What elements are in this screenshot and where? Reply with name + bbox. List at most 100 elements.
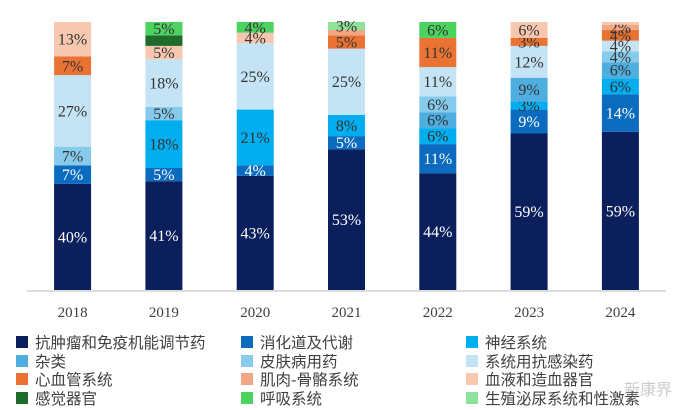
x-tick-label: 2018 [58, 305, 88, 321]
data-label: 4% [610, 39, 631, 56]
bar-segment [419, 96, 457, 113]
data-label: 6% [610, 79, 631, 96]
data-label: 5% [153, 45, 174, 62]
data-label: 11% [423, 74, 452, 91]
legend-label: 消化道及代谢 [260, 334, 354, 353]
watermark: 新康界 [623, 380, 672, 399]
bar-segment [236, 43, 274, 110]
data-label: 11% [423, 45, 452, 62]
data-label: 7% [62, 167, 83, 184]
legend-swatch [16, 354, 28, 367]
bar-segment [145, 181, 183, 290]
data-label: 6% [427, 113, 448, 130]
legend-label: 系统用抗感染药 [485, 352, 594, 371]
legend-item: 呼吸系统 [241, 387, 466, 409]
data-label: 4% [610, 28, 631, 45]
data-label: 6% [427, 97, 448, 114]
data-label: 9% [518, 82, 539, 99]
bar-segment [145, 167, 183, 182]
data-label: 4% [610, 49, 631, 66]
data-label: 9% [518, 114, 539, 131]
legend-item: 肌肉-骨骼系统 [241, 368, 466, 390]
bar-segment [601, 40, 639, 52]
data-label: 6% [610, 63, 631, 80]
legend-label: 生殖泌尿系统和性激素 [485, 389, 641, 408]
data-label: 5% [336, 34, 357, 51]
bar-segment [54, 22, 92, 57]
bar-segment [236, 22, 274, 33]
data-label: 3% [518, 98, 539, 115]
bar-segment [145, 22, 183, 36]
bar-stack-2024: 59%14%6%6%4%4%4%2% [601, 20, 639, 290]
bar-segment [510, 101, 548, 110]
bar-segment [54, 146, 92, 166]
legend-swatch [16, 391, 28, 404]
data-label: 41% [149, 228, 178, 245]
bar-segment [145, 45, 183, 60]
data-label: 27% [58, 103, 87, 120]
bar-segment [419, 128, 457, 144]
legend-label: 呼吸系统 [260, 389, 323, 408]
data-label: 6% [427, 129, 448, 146]
bar-segment [601, 30, 639, 41]
bar-segment [54, 183, 92, 290]
x-tick-label: 2024 [605, 305, 636, 321]
data-label: 53% [332, 212, 361, 229]
data-label: 3% [518, 34, 539, 51]
bar-segment [328, 136, 365, 150]
legend-swatch [241, 354, 253, 367]
legend-label: 心血管系统 [35, 371, 113, 390]
bar-segment [328, 48, 365, 115]
bar-segment [328, 149, 365, 290]
legend-item: 系统用抗感染药 [466, 350, 594, 372]
bar-segment [236, 175, 274, 290]
bar-stack-2021: 53%5%8%25%5%3% [328, 19, 365, 290]
data-label: 3% [336, 19, 357, 36]
bar-segment [328, 35, 365, 49]
data-label: 14% [606, 106, 635, 123]
legend: 抗肿瘤和免疫机能调节药 消化道及代谢 神经系统 杂类 皮肤病用药 系统用抗感染药 心血管系统… [16, 333, 692, 409]
bar-stack-2019: 41% 5% 18% 5% 18% 5% 5% [145, 21, 183, 290]
legend-swatch [466, 391, 478, 404]
bar-segment [54, 56, 92, 76]
data-label: 18% [149, 76, 178, 93]
legend-swatch [241, 373, 253, 386]
data-label: 12% [514, 54, 543, 71]
legend-label: 神经系统 [485, 334, 548, 353]
stacked-bar-chart: 40%7%7%27%7%13%201841%5%18%5%18%5%5%2019… [27, 19, 666, 321]
data-label: 7% [62, 58, 83, 75]
bar-segment [510, 109, 548, 134]
bar-segment [601, 62, 639, 79]
bar-stack-2020: 43%4%21%25%4%4% [236, 20, 274, 290]
data-label: 11% [423, 151, 452, 168]
bar-segment [236, 109, 274, 166]
legend-item: 血液和造血器官 [466, 368, 594, 390]
legend-label: 皮肤病用药 [260, 352, 338, 371]
data-label: 43% [241, 226, 270, 243]
bar-segment [145, 106, 183, 121]
legend-item: 皮肤病用药 [241, 350, 466, 372]
data-label: 7% [62, 149, 83, 166]
legend-swatch [466, 373, 478, 386]
bar-segment [328, 30, 365, 36]
bar-segment [601, 22, 639, 25]
bar-segment [419, 37, 457, 68]
bar-segment [419, 144, 457, 174]
data-label: 4% [245, 20, 266, 37]
bar-segment [601, 78, 639, 95]
bar-segment [145, 59, 183, 107]
bar-segment [601, 51, 639, 63]
x-tick-label: 2022 [423, 305, 453, 321]
data-label: 4% [245, 163, 266, 180]
legend-swatch [16, 373, 28, 386]
legend-label: 血液和造血器官 [485, 371, 594, 390]
bar-segment [510, 37, 548, 46]
legend-row: 抗肿瘤和免疫机能调节药 消化道及代谢 神经系统 [16, 333, 692, 352]
data-label: 5% [153, 106, 174, 123]
x-tick-label: 2019 [149, 305, 179, 321]
bar-segment [510, 45, 548, 78]
legend-label: 感觉器官 [35, 389, 98, 408]
legend-swatch [466, 336, 478, 349]
legend-swatch [16, 336, 28, 349]
legend-item: 生殖泌尿系统和性激素 [466, 387, 640, 409]
